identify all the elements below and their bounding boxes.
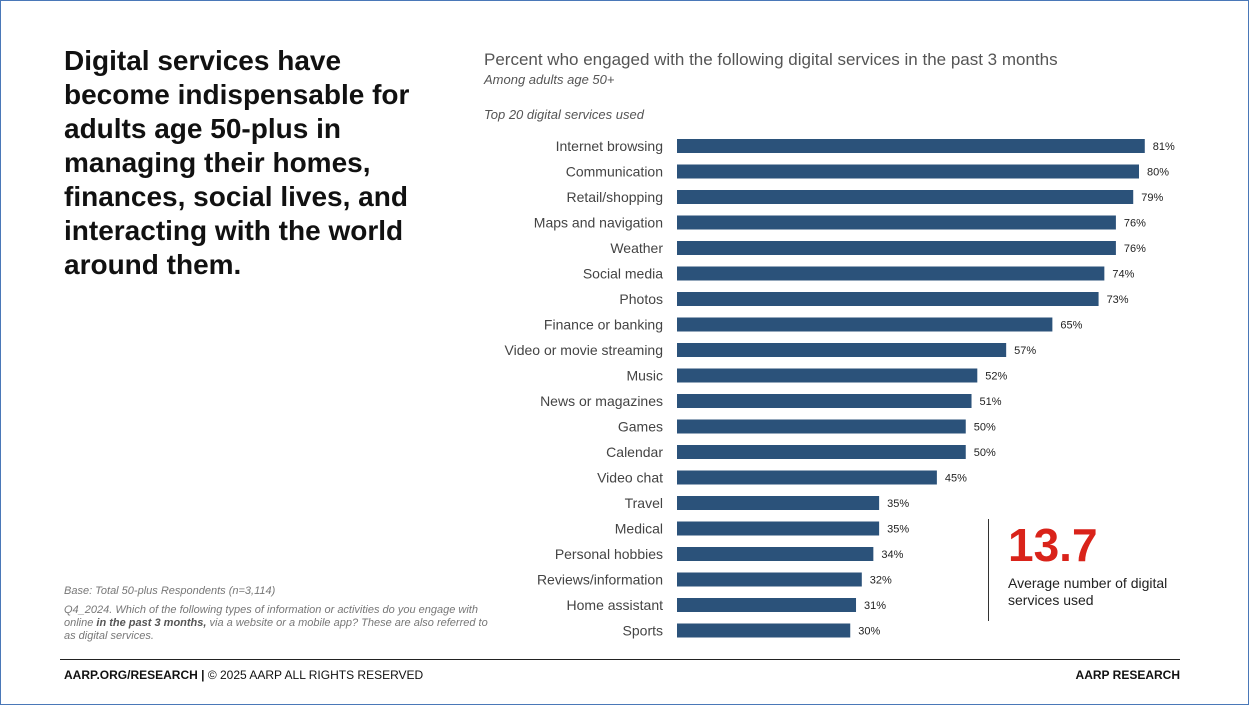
bar xyxy=(677,215,1116,230)
bar xyxy=(677,470,937,485)
chart-subtitle: Among adults age 50+ xyxy=(484,72,615,87)
category-label: Music xyxy=(626,368,663,384)
category-label: Games xyxy=(618,419,663,435)
value-label: 35% xyxy=(887,498,909,510)
bar xyxy=(677,598,857,612)
category-label: Internet browsing xyxy=(556,138,663,154)
value-label: 35% xyxy=(887,524,909,536)
category-label: Reviews/information xyxy=(537,572,663,588)
footer-site-link[interactable]: AARP.ORG/RESEARCH | xyxy=(64,668,205,682)
bar xyxy=(677,343,1007,357)
question-text-suffix: via a website or a mobile app? These are… xyxy=(64,617,488,642)
value-label: 50% xyxy=(974,447,996,459)
bar xyxy=(677,572,862,587)
bar-chart: Internet browsing 81% Communication 80% Reta… xyxy=(505,138,1175,639)
category-label: Social media xyxy=(583,266,663,282)
value-label: 80% xyxy=(1147,167,1169,179)
value-label: 51% xyxy=(980,396,1002,408)
headline: Digital services have become indispensab… xyxy=(64,45,410,280)
footer-divider xyxy=(60,659,1180,660)
category-label: Maps and navigation xyxy=(534,215,663,231)
value-label: 73% xyxy=(1107,294,1129,306)
bar xyxy=(677,419,966,434)
category-label: Finance or banking xyxy=(544,317,663,333)
bar xyxy=(677,241,1116,255)
question-text-bold: in the past 3 months, xyxy=(96,617,207,629)
bar xyxy=(677,394,972,408)
bar xyxy=(677,190,1134,204)
bar xyxy=(677,445,966,459)
bar xyxy=(677,164,1139,179)
callout-text: Average number of digital services used xyxy=(1008,575,1168,608)
category-label: Weather xyxy=(610,240,663,256)
category-label: Video chat xyxy=(597,470,663,486)
bar xyxy=(677,496,880,510)
category-label: Sports xyxy=(623,623,663,639)
footer-brand: AARP RESEARCH xyxy=(1075,668,1180,682)
category-label: Medical xyxy=(615,521,663,537)
value-label: 50% xyxy=(974,422,996,434)
category-label: Video or movie streaming xyxy=(505,342,663,358)
bar xyxy=(677,623,851,638)
value-label: 32% xyxy=(870,575,892,587)
chart-caption: Top 20 digital services used xyxy=(484,107,644,122)
callout-value: 13.7 xyxy=(1008,519,1098,571)
value-label: 81% xyxy=(1153,141,1175,153)
footer-left: AARP.ORG/RESEARCH | © 2025 AARP ALL RIGH… xyxy=(64,668,423,682)
category-label: Calendar xyxy=(606,444,663,460)
bar xyxy=(677,266,1105,281)
category-label: Photos xyxy=(619,291,663,307)
bar xyxy=(677,368,978,383)
category-label: Home assistant xyxy=(567,597,664,613)
category-label: Personal hobbies xyxy=(555,546,663,562)
chart-title: Percent who engaged with the following d… xyxy=(484,50,1058,69)
bar xyxy=(677,547,874,561)
question-text-prefix: Q4_2024. Which of the following types of… xyxy=(64,604,478,629)
value-label: 52% xyxy=(985,371,1007,383)
category-label: Communication xyxy=(566,164,663,180)
value-label: 45% xyxy=(945,473,967,485)
category-label: Retail/shopping xyxy=(566,189,663,205)
question-note: Q4_2024. Which of the following types of… xyxy=(64,604,496,643)
value-label: 74% xyxy=(1112,269,1134,281)
value-label: 65% xyxy=(1060,320,1082,332)
category-label: News or magazines xyxy=(540,393,663,409)
value-label: 30% xyxy=(858,626,880,638)
value-label: 34% xyxy=(881,549,903,561)
bar xyxy=(677,317,1053,332)
base-note: Base: Total 50-plus Respondents (n=3,114… xyxy=(64,585,276,597)
value-label: 57% xyxy=(1014,345,1036,357)
bar xyxy=(677,521,880,536)
value-label: 76% xyxy=(1124,218,1146,230)
value-label: 76% xyxy=(1124,243,1146,255)
value-label: 79% xyxy=(1141,192,1163,204)
footer-copyright: © 2025 AARP ALL RIGHTS RESERVED xyxy=(204,668,424,682)
bar xyxy=(677,292,1099,306)
callout-divider xyxy=(988,519,989,621)
category-label: Travel xyxy=(625,495,663,511)
value-label: 31% xyxy=(864,600,886,612)
bar xyxy=(677,139,1145,153)
